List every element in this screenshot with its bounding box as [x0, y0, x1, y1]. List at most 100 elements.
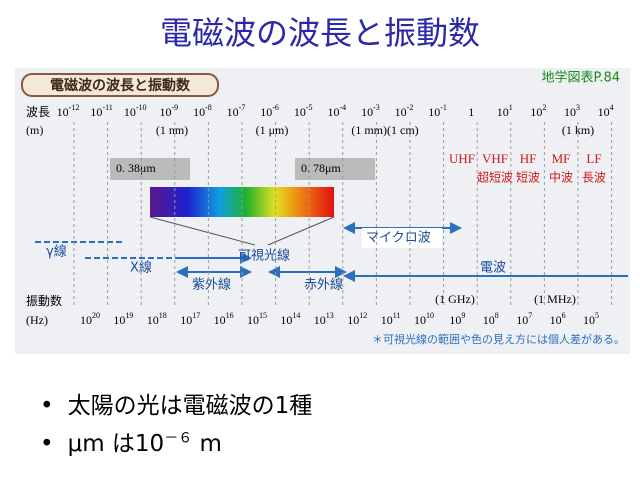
- bullet-tail: m: [192, 431, 222, 457]
- tick-base: 10: [314, 313, 326, 327]
- wavelength-tick: 104: [598, 103, 614, 119]
- wavelength-tick: 10-3: [361, 103, 380, 119]
- frequency-tick: 1020: [80, 311, 100, 327]
- tick-exp: -12: [69, 103, 80, 112]
- frequency-tick: 1010: [414, 311, 434, 327]
- wavelength-tick: 10-4: [327, 103, 346, 119]
- tick-exp: 20: [92, 311, 100, 320]
- tick-exp: -11: [102, 103, 112, 112]
- tick-base: 10: [428, 105, 440, 119]
- tick-base: 10: [124, 105, 136, 119]
- tick-base: 10: [530, 105, 542, 119]
- tick-base: 10: [260, 105, 272, 119]
- tick-exp: 9: [461, 311, 465, 320]
- frequency-label: 振動数: [26, 293, 62, 308]
- wavelength-tick: 10-9: [159, 103, 178, 119]
- tick-base: 10: [497, 105, 509, 119]
- tick-base: 10: [247, 313, 259, 327]
- tick-exp: -1: [440, 103, 447, 112]
- gamma: γ線: [46, 244, 67, 260]
- ir: 赤外線: [304, 277, 343, 293]
- wavelength-tick: 10-6: [260, 103, 279, 119]
- wavelength-note: (1 km): [562, 123, 594, 137]
- tick-exp: -10: [136, 103, 147, 112]
- header-box: [21, 73, 219, 97]
- uv: 紫外線: [192, 277, 231, 293]
- figure-header: 電磁波の波長と振動数: [50, 77, 191, 94]
- tick-base: 10: [483, 313, 495, 327]
- frequency-tick: 106: [550, 311, 566, 327]
- frequency-unit: (Hz): [26, 313, 48, 327]
- tick-base: 10: [180, 313, 192, 327]
- band-code: HF: [520, 151, 537, 166]
- tick-exp: 1: [509, 103, 513, 112]
- bullet-sup: －６: [164, 430, 193, 447]
- label-box: [362, 228, 442, 248]
- tick-exp: -6: [272, 103, 279, 112]
- tick-exp: -2: [407, 103, 414, 112]
- microwave: マイクロ波: [366, 231, 431, 246]
- band-code: LF: [586, 151, 601, 166]
- tick-exp: 16: [226, 311, 234, 320]
- label-box: [295, 158, 375, 180]
- tick-base: 10: [280, 313, 292, 327]
- tick-exp: 14: [292, 311, 300, 320]
- tick-exp: -8: [205, 103, 212, 112]
- label-box: [110, 158, 190, 180]
- tick-exp: 10: [426, 311, 434, 320]
- tick-base: 1: [468, 105, 474, 119]
- wavelength-tick: 1: [468, 105, 474, 119]
- tick-exp: 6: [562, 311, 566, 320]
- tick-exp: 15: [259, 311, 267, 320]
- tick-base: 10: [583, 313, 595, 327]
- tick-base: 10: [214, 313, 226, 327]
- tick-base: 10: [564, 105, 576, 119]
- tick-exp: 8: [495, 311, 499, 320]
- radio: 電波: [480, 261, 506, 276]
- frequency-tick: 1018: [147, 311, 167, 327]
- tick-base: 10: [381, 313, 393, 327]
- tick-exp: 4: [610, 103, 614, 112]
- wavelength-note: (1 μm): [256, 123, 289, 137]
- tick-exp: -5: [306, 103, 313, 112]
- frequency-tick: 1012: [347, 311, 367, 327]
- frequency-tick: 1016: [214, 311, 234, 327]
- band-name: 長波: [582, 171, 606, 185]
- tick-base: 10: [347, 313, 359, 327]
- band-name: 短波: [516, 171, 540, 185]
- tick-exp: 5: [595, 311, 599, 320]
- wavelength-tick: 10-2: [395, 103, 414, 119]
- band-name: 超短波: [477, 170, 513, 185]
- frequency-tick: 1017: [180, 311, 200, 327]
- wavelength-tick: 10-8: [193, 103, 212, 119]
- tick-base: 10: [327, 105, 339, 119]
- wavelength-tick: 103: [564, 103, 580, 119]
- tick-base: 10: [80, 313, 92, 327]
- visible-max: 0. 78μm: [301, 161, 341, 175]
- bullet: • μm は10－６ m: [40, 430, 222, 457]
- wavelength-tick: 10-11: [90, 103, 112, 119]
- visible-lines: [149, 216, 335, 246]
- wavelength-tick: 10-5: [294, 103, 313, 119]
- tick-base: 10: [550, 313, 562, 327]
- figure: 電磁波の波長と振動数 地学図表P.84 波長 (m) 振動数 (Hz) 0. 3…: [15, 68, 630, 354]
- visible: 可視光線: [238, 248, 290, 264]
- wavelength-tick: 101: [497, 103, 513, 119]
- tick-base: 10: [147, 313, 159, 327]
- tick-base: 10: [449, 313, 461, 327]
- band-name: 中波: [549, 170, 573, 185]
- tick-exp: 2: [542, 103, 546, 112]
- tick-base: 10: [57, 105, 69, 119]
- frequency-note: (1 GHz): [435, 292, 475, 306]
- bullet: • 太陽の光は電磁波の1種: [40, 393, 313, 419]
- visible-min: 0. 38μm: [116, 161, 156, 175]
- tick-base: 10: [395, 105, 407, 119]
- frequency-tick: 1013: [314, 311, 334, 327]
- tick-exp: 19: [125, 311, 133, 320]
- wavelength-note: (1 mm)(1 cm): [351, 123, 418, 137]
- band-code: VHF: [482, 151, 508, 166]
- frequency-note: (1 MHz): [534, 292, 576, 306]
- wavelength-note: (1 nm): [156, 123, 188, 137]
- wavelength-unit: (m): [26, 123, 43, 137]
